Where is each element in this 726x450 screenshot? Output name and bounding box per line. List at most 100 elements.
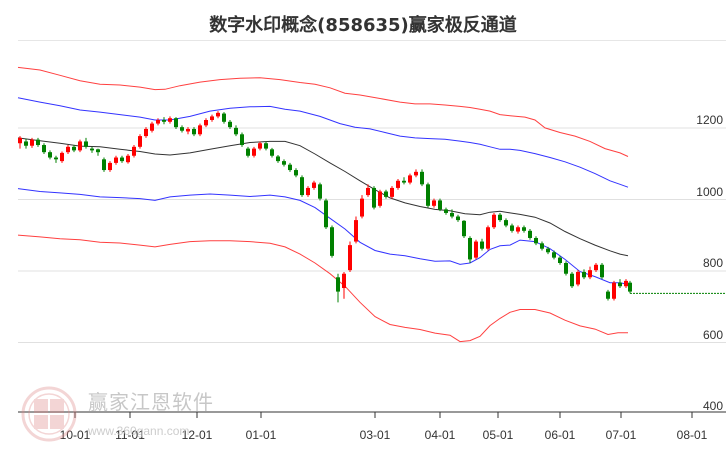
candle-body: [54, 157, 58, 160]
line-lower_outer: [17, 234, 628, 343]
candle-body: [414, 171, 418, 176]
candle-body: [588, 270, 592, 278]
candle-body: [628, 282, 632, 292]
candle-body: [66, 146, 70, 153]
candle-body: [234, 127, 238, 135]
y-tick-label: 600: [702, 327, 723, 342]
y-tick-label: 1000: [696, 184, 723, 199]
x-tick-label: 10-01: [59, 428, 91, 442]
candle-body: [108, 162, 112, 171]
candle-body: [294, 170, 298, 176]
candle-body: [132, 146, 136, 156]
candle-body: [480, 241, 484, 249]
candle-body: [432, 200, 436, 206]
candle-body: [114, 157, 118, 163]
candle-body: [96, 149, 100, 153]
x-tick-label: 07-01: [605, 428, 637, 442]
candle-body: [78, 141, 82, 151]
candle-body: [162, 120, 166, 122]
candle-body: [450, 212, 454, 217]
x-tick-label: 03-01: [359, 428, 391, 442]
candle-body: [420, 171, 424, 185]
candle-body: [372, 187, 376, 208]
candle-body: [246, 148, 250, 156]
y-tick-label: 400: [702, 399, 723, 413]
candle-body: [486, 227, 490, 249]
candle-body: [216, 112, 220, 117]
candle-body: [402, 180, 406, 183]
candle-body: [30, 139, 34, 146]
chart-title: 数字水印概念(858635)赢家极反通道: [209, 15, 517, 36]
x-tick-label: 06-01: [544, 428, 576, 442]
candle-body: [192, 128, 196, 135]
x-tick-label: 04-01: [424, 428, 456, 442]
candle-body: [582, 271, 586, 278]
candle-body: [456, 216, 460, 221]
candle-body: [126, 155, 130, 163]
x-tick-label: 08-01: [676, 428, 708, 442]
candle-body: [348, 245, 352, 271]
candle-body: [18, 137, 22, 144]
candle-body: [570, 273, 574, 287]
candle-body: [36, 139, 40, 146]
candle-body: [408, 175, 412, 183]
candle-body: [396, 180, 400, 188]
line-upper_outer: [17, 66, 629, 157]
candle-body: [252, 148, 256, 156]
candle-body: [174, 118, 178, 128]
candle-body: [522, 227, 526, 231]
candle-body: [72, 146, 76, 151]
watermark-brand: 赢家江恩软件: [88, 390, 214, 414]
candle-body: [366, 187, 370, 196]
candle-body: [534, 237, 538, 244]
candle-body: [516, 227, 520, 232]
candle-body: [240, 134, 244, 146]
candle-body: [552, 252, 556, 258]
candle-body: [330, 227, 334, 256]
candle-body: [606, 291, 610, 299]
candle-body: [564, 263, 568, 274]
candle-body: [156, 120, 160, 124]
candle-body: [594, 264, 598, 271]
watermark-url: www.360gann.com: [88, 424, 190, 438]
candle-body: [300, 177, 304, 196]
candle-body: [540, 243, 544, 249]
candle-body: [558, 257, 562, 263]
candle-body: [384, 191, 388, 197]
candle-body: [138, 136, 142, 147]
candle-body: [462, 220, 466, 237]
candle-body: [282, 161, 286, 165]
candle-body: [390, 187, 394, 197]
candle-body: [264, 143, 268, 149]
x-tick-label: 12-01: [181, 428, 213, 442]
candle-body: [504, 220, 508, 226]
x-tick-label: 01-01: [245, 428, 277, 442]
candle-body: [618, 282, 622, 287]
candle-body: [312, 182, 316, 188]
candle-body: [318, 184, 322, 199]
watermark-seal-icon: [21, 386, 77, 442]
candle-body: [48, 152, 52, 158]
candle-body: [222, 113, 226, 122]
candle-body: [120, 157, 124, 162]
candle-body: [168, 118, 172, 122]
candle-body: [612, 282, 616, 299]
candle-body: [150, 123, 154, 131]
candle-body: [444, 209, 448, 213]
candle-body: [270, 149, 274, 156]
candle-body: [426, 184, 430, 206]
candle-body: [324, 200, 328, 228]
candle-body: [624, 280, 628, 287]
candle-body: [498, 214, 502, 221]
candle-body: [186, 128, 190, 132]
candle-body: [468, 237, 472, 260]
candle-body: [306, 187, 310, 196]
candle-body: [528, 230, 532, 238]
candle-body: [60, 152, 64, 162]
candle-body: [24, 141, 28, 146]
candle-body: [258, 143, 262, 149]
title-divider: [18, 40, 726, 41]
candle-body: [576, 271, 580, 285]
candle-body: [474, 241, 478, 258]
